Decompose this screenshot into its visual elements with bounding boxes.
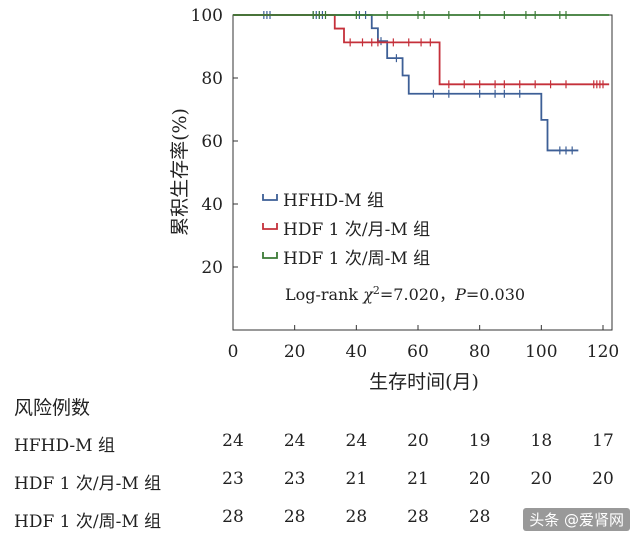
- logrank-annotation: Log-rank χ2=7.020，P=0.030: [285, 284, 525, 305]
- y-axis-title: 累积生存率(%): [169, 108, 191, 236]
- y-tick-label: 40: [201, 195, 223, 215]
- y-tick-label: 80: [201, 69, 223, 89]
- legend-swatch: [262, 223, 278, 230]
- x-tick-label: 80: [469, 342, 491, 362]
- plot-frame: [232, 14, 613, 331]
- x-tick-label: 0: [228, 342, 239, 362]
- legend-label: HDF 1 次/周-M 组: [283, 249, 430, 269]
- x-axis-title: 生存时间(月): [369, 371, 479, 393]
- series-line-1: [233, 14, 610, 86]
- y-tick-label: 100: [191, 6, 223, 26]
- watermark: 头条 @爱肾网: [523, 508, 630, 531]
- x-tick-label: 100: [525, 342, 557, 362]
- series-line-0: [233, 14, 579, 152]
- legend-label: HFHD-M 组: [283, 191, 384, 211]
- x-tick-label: 60: [407, 342, 429, 362]
- y-tick-label: 20: [201, 258, 223, 278]
- legend-swatch: [262, 194, 278, 201]
- x-tick-label: 40: [346, 342, 368, 362]
- x-tick-label: 20: [284, 342, 306, 362]
- legend-swatch: [262, 252, 278, 259]
- x-tick-label: 120: [587, 342, 619, 362]
- legend-label: HDF 1 次/月-M 组: [283, 220, 430, 240]
- y-tick-label: 60: [201, 132, 223, 152]
